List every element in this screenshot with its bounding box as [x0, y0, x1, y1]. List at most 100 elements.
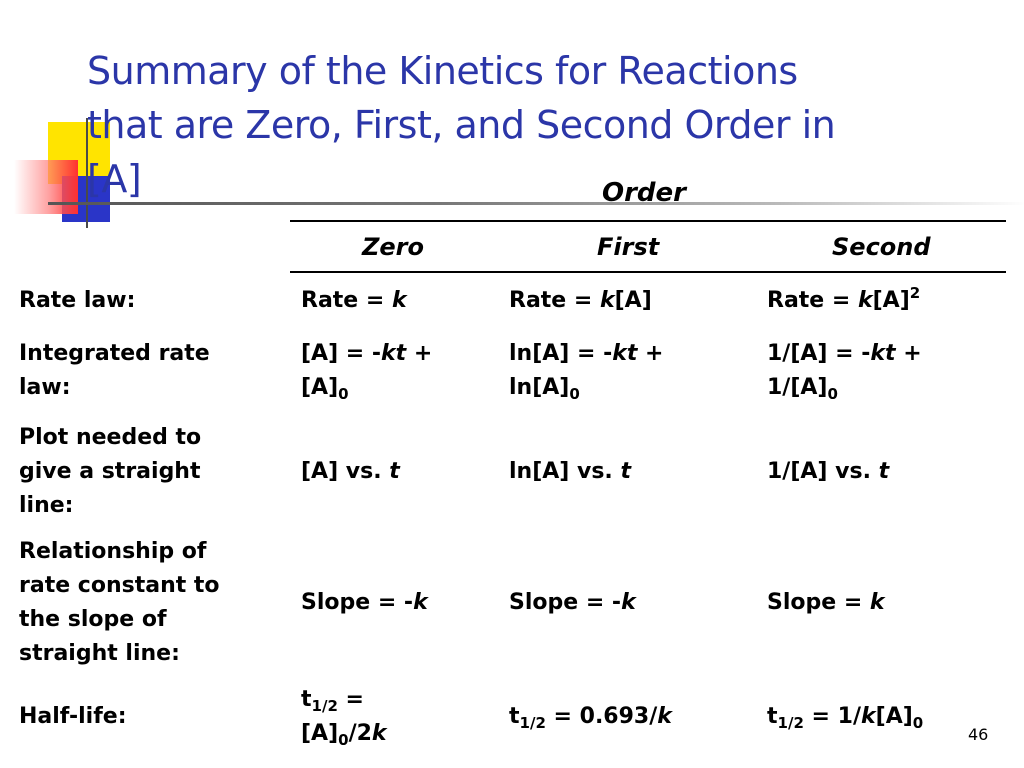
row-label-text: Integrated rate [19, 341, 210, 366]
table-row-integrated-rate-law: Integrated rate law: [A] = -kt + [A]0 ln[A… [0, 336, 1024, 406]
rate-constant-symbol: k [869, 590, 885, 615]
cell-text: Rate = [509, 288, 600, 313]
concentration-term: [A] [614, 288, 652, 313]
rate-constant-symbol: k [621, 590, 636, 615]
cell-half-life-zero: t1/2 = [A]0/2k [301, 682, 501, 752]
cell-text: ln[A] vs. [509, 459, 621, 484]
table-rule-top [290, 220, 1006, 222]
cell-text: 1/[A] vs. [767, 459, 879, 484]
cell-text: + [895, 341, 922, 366]
time-symbol: t [389, 459, 400, 484]
column-header-second: Second [832, 233, 931, 261]
slide-title: Summary of the Kinetics for Reactions th… [87, 44, 987, 206]
subscript: 0 [569, 385, 580, 403]
decor-red-gradient-square [14, 160, 78, 214]
cell-text: [A] vs. [301, 459, 390, 484]
cell-text: = [337, 687, 364, 712]
cell-text: [A] = - [301, 341, 382, 366]
cell-text: Slope = - [509, 590, 622, 615]
cell-text: [A] [301, 375, 339, 400]
cell-integrated-second: 1/[A] = -kt +1/[A]0 [767, 336, 1017, 406]
table-row-half-life: Half-life: t1/2 = [A]0/2k t1/2 = 0.693/k … [0, 682, 1024, 752]
rate-constant-symbol: k [599, 288, 615, 313]
cell-plot-zero: [A] vs. t [301, 420, 501, 524]
kt-term: kt [870, 341, 896, 366]
subscript: 0 [827, 385, 838, 403]
rate-constant-symbol: k [861, 704, 876, 729]
row-label-text: Half-life: [19, 704, 127, 729]
cell-slope-zero: Slope = -k [301, 534, 501, 672]
slide-number: 46 [968, 725, 989, 744]
row-label-text: law: [19, 375, 71, 400]
concentration-term: [A] [872, 288, 910, 313]
cell-text: Slope = [767, 590, 870, 615]
rate-constant-symbol: k [391, 288, 407, 313]
row-label-slope: Relationship of rate constant to the slope… [19, 534, 279, 672]
cell-text: + [406, 341, 433, 366]
subscript: 0 [338, 731, 349, 749]
cell-text: ln[A] [509, 375, 570, 400]
cell-text: 1/[A] = - [767, 341, 871, 366]
table-rule-header [290, 271, 1006, 273]
row-label-text: the slope of [19, 607, 167, 632]
table-row-rate-law: Rate law: Rate = k Rate = k[A] Rate = k[… [0, 283, 1024, 319]
subscript: 1/2 [311, 697, 338, 715]
rate-constant-symbol: k [657, 704, 672, 729]
row-label-text: line: [19, 493, 74, 518]
rate-constant-symbol: k [857, 288, 873, 313]
row-label-half-life: Half-life: [19, 682, 279, 752]
row-label-plot: Plot needed to give a straight line: [19, 420, 279, 524]
row-label-text: Rate law: [19, 288, 136, 313]
row-label-text: give a straight [19, 459, 201, 484]
slide-title-line-1: Summary of the Kinetics for Reactions [87, 49, 798, 93]
cell-text: = 0.693/ [545, 704, 658, 729]
slide-title-line-3: [A] [87, 157, 142, 201]
row-label-text: Plot needed to [19, 425, 202, 450]
exponent: 2 [909, 284, 921, 302]
cell-plot-first: ln[A] vs. t [509, 420, 759, 524]
cell-half-life-first: t1/2 = 0.693/k [509, 682, 759, 752]
subscript: 1/2 [777, 714, 804, 732]
cell-slope-first: Slope = -k [509, 534, 759, 672]
cell-plot-second: 1/[A] vs. t [767, 420, 1017, 524]
cell-text: t [767, 704, 778, 729]
column-header-zero: Zero [362, 233, 425, 261]
row-label-text: Relationship of [19, 539, 207, 564]
kt-term: kt [612, 341, 638, 366]
slide-title-line-2: that are Zero, First, and Second Order i… [87, 103, 836, 147]
cell-slope-second: Slope = k [767, 534, 1017, 672]
rate-constant-symbol: k [413, 590, 428, 615]
row-label-text: straight line: [19, 641, 180, 666]
table-row-plot: Plot needed to give a straight line: [A] v… [0, 420, 1024, 524]
cell-text: Slope = - [301, 590, 414, 615]
cell-text: Rate = [767, 288, 858, 313]
kt-term: kt [381, 341, 407, 366]
subscript: 0 [338, 385, 349, 403]
row-label-text: rate constant to [19, 573, 220, 598]
cell-text: ln[A] = - [509, 341, 613, 366]
time-symbol: t [620, 459, 631, 484]
cell-text: [A] [875, 704, 913, 729]
rate-constant-symbol: k [371, 721, 387, 746]
order-group-header: Order [602, 178, 686, 208]
cell-rate-law-second: Rate = k[A]2 [767, 283, 1017, 319]
cell-rate-law-zero: Rate = k [301, 283, 501, 319]
subscript: 0 [912, 714, 924, 732]
cell-integrated-first: ln[A] = -kt + ln[A]0 [509, 336, 759, 406]
cell-text: 1/[A] [767, 375, 828, 400]
row-label-integrated: Integrated rate law: [19, 336, 279, 406]
title-underline [48, 202, 1024, 205]
cell-text: + [637, 341, 664, 366]
cell-half-life-second: t1/2 = 1/k[A]0 [767, 682, 1017, 752]
column-header-first: First [597, 233, 660, 261]
cell-text: /2 [348, 721, 372, 746]
cell-integrated-zero: [A] = -kt + [A]0 [301, 336, 501, 406]
subscript: 1/2 [519, 714, 546, 732]
cell-text: [A] [301, 721, 339, 746]
row-label-rate-law: Rate law: [19, 283, 279, 319]
cell-text: Rate = [301, 288, 392, 313]
cell-text: = 1/ [803, 704, 861, 729]
cell-text: t [509, 704, 520, 729]
cell-rate-law-first: Rate = k[A] [509, 283, 759, 319]
table-row-slope: Relationship of rate constant to the slope… [0, 534, 1024, 672]
